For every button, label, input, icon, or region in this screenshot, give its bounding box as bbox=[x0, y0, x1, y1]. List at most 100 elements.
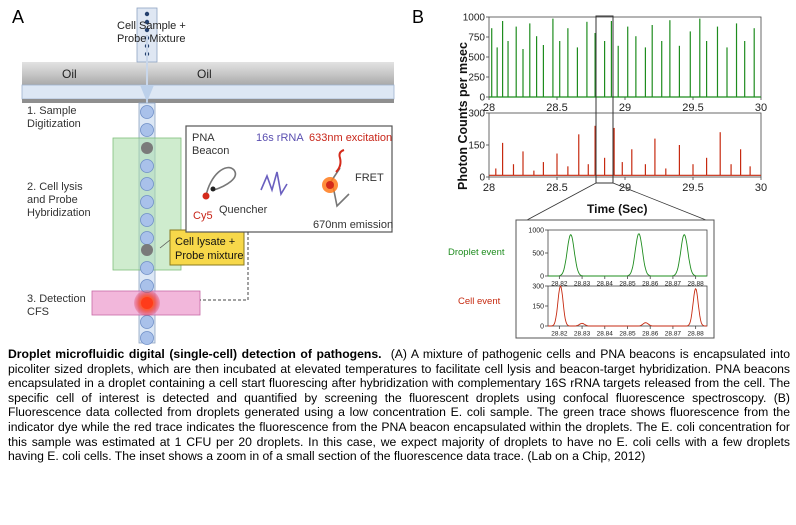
y-tick-label: 0 bbox=[479, 173, 485, 184]
droplet bbox=[140, 105, 154, 119]
x-tick-label: 28.85 bbox=[619, 331, 636, 338]
droplet bbox=[140, 315, 154, 329]
x-tick-label: 30 bbox=[755, 182, 767, 194]
y-tick-label: 0 bbox=[479, 93, 485, 104]
y-tick-label: 300 bbox=[532, 283, 544, 290]
oil-channel-top bbox=[22, 62, 394, 85]
x-tick-label: 28.82 bbox=[551, 281, 568, 288]
x-tick-label: 29 bbox=[619, 102, 631, 114]
rrna-icon bbox=[260, 171, 288, 197]
plot-frame bbox=[547, 285, 708, 327]
x-tick-label: 28.85 bbox=[619, 281, 636, 288]
lysate-label-1: Cell lysate + bbox=[175, 236, 235, 248]
cell-event-chart: 0 150 300 28.82 28.83 28.84 28.85 28.86 28.87 28.… bbox=[532, 283, 708, 338]
droplet bbox=[140, 213, 154, 227]
x-tick-label: 29.5 bbox=[682, 102, 703, 114]
x-tick-label: 28.87 bbox=[665, 281, 682, 288]
oil-channel bbox=[21, 84, 395, 100]
inlet-particle bbox=[144, 11, 150, 17]
series-trace bbox=[548, 285, 707, 327]
step2-label-2: and Probe bbox=[27, 194, 78, 206]
step1-label-1: 1. Sample bbox=[27, 105, 77, 117]
oil-label-left: Oil bbox=[62, 67, 77, 81]
x-tick-label: 28.84 bbox=[597, 331, 614, 338]
droplet bbox=[140, 261, 154, 275]
droplet bbox=[140, 331, 154, 345]
green-trace-chart: 0 250 500 750 1000 28 28.5 29 29.5 30 bbox=[463, 13, 767, 115]
y-tick-label: 0 bbox=[540, 323, 544, 330]
x-tick-label: 28.82 bbox=[551, 331, 568, 338]
zoom-selection-box bbox=[595, 15, 614, 184]
droplet bbox=[140, 231, 154, 245]
plot-frame bbox=[488, 16, 762, 98]
oil-label-right: Oil bbox=[197, 67, 212, 81]
cell-sample-label-2: Probe Mixture bbox=[117, 33, 185, 45]
caption-title: Droplet microfluidic digital (single-cel… bbox=[8, 347, 382, 361]
zoom-line-right bbox=[612, 182, 707, 221]
y-tick-label: 150 bbox=[468, 141, 485, 152]
x-tick-label: 28.83 bbox=[574, 281, 591, 288]
pna-label-1: PNA bbox=[192, 132, 215, 144]
step3-label-2: CFS bbox=[27, 306, 49, 318]
x-tick-label: 30 bbox=[755, 102, 767, 114]
nozzle bbox=[140, 85, 154, 102]
cell-sample-label-1: Cell Sample + bbox=[117, 20, 186, 32]
droplets bbox=[140, 105, 154, 345]
x-tick-label: 28.87 bbox=[665, 331, 682, 338]
droplet bbox=[140, 177, 154, 191]
x-tick-label: 28.88 bbox=[688, 281, 705, 288]
figure-canvas: Cell Sample + Probe Mixture Oil Oil 1. S… bbox=[21, 7, 767, 345]
pna-beacon-icon bbox=[202, 166, 237, 200]
droplet-event-label: Droplet event bbox=[448, 247, 505, 258]
cy5-label: Cy5 bbox=[193, 210, 213, 222]
rrna-label: 16s rRNA bbox=[256, 132, 304, 144]
lysate-label-2: Probe mixture bbox=[175, 250, 243, 262]
detection-burst-icon bbox=[134, 290, 160, 316]
x-tick-label: 28 bbox=[483, 102, 495, 114]
figure-caption: Droplet microfluidic digital (single-cel… bbox=[8, 347, 790, 464]
quencher-label: Quencher bbox=[219, 204, 268, 216]
droplet bbox=[140, 195, 154, 209]
inlet-particle bbox=[144, 27, 150, 33]
series-trace bbox=[548, 233, 707, 277]
y-tick-label: 500 bbox=[468, 53, 485, 64]
panel-b-letter: B bbox=[412, 7, 425, 27]
inlet-particle bbox=[144, 19, 150, 25]
y-tick-label: 300 bbox=[468, 109, 485, 120]
x-tick-label: 28.86 bbox=[642, 281, 659, 288]
y-tick-label: 1000 bbox=[463, 13, 486, 24]
x-tick-label: 28.88 bbox=[688, 331, 705, 338]
droplet bbox=[140, 123, 154, 137]
y-tick-label: 0 bbox=[540, 273, 544, 280]
x-tick-label: 28.84 bbox=[597, 281, 614, 288]
fret-label: FRET bbox=[355, 172, 384, 184]
x-tick-label: 28.5 bbox=[546, 102, 567, 114]
droplet bbox=[140, 159, 154, 173]
y-tick-label: 250 bbox=[468, 73, 485, 84]
mechanism-inset bbox=[185, 125, 393, 233]
x-tick-label: 28.83 bbox=[574, 331, 591, 338]
x-tick-label: 28.86 bbox=[642, 331, 659, 338]
step1-label-2: Digitization bbox=[27, 118, 81, 130]
step3-label-1: 3. Detection bbox=[27, 293, 86, 305]
oil-channel-edge bbox=[22, 99, 394, 103]
x-tick-label: 29.5 bbox=[682, 182, 703, 194]
panel-a: Cell Sample + Probe Mixture Oil Oil 1. S… bbox=[21, 7, 395, 345]
cell-droplet bbox=[141, 142, 153, 256]
step2-label-1: 2. Cell lysis bbox=[27, 181, 83, 193]
excitation-label: 633nm excitation bbox=[309, 132, 392, 144]
pna-label-2: Beacon bbox=[192, 145, 229, 157]
emission-label: 670nm emission bbox=[313, 219, 393, 231]
panel-b-ylabel: Photon Counts per msec bbox=[456, 42, 470, 190]
panel-b-xlabel: Time (Sec) bbox=[587, 202, 647, 216]
x-tick-label: 28 bbox=[483, 182, 495, 194]
hybridized-beacon-icon bbox=[322, 149, 350, 208]
panel-a-letter: A bbox=[12, 7, 25, 27]
caption-body: (A) A mixture of pathogenic cells and PN… bbox=[8, 347, 791, 464]
y-tick-label: 500 bbox=[532, 250, 544, 257]
inset-connector bbox=[200, 232, 249, 301]
step2-label-3: Hybridization bbox=[27, 207, 91, 219]
y-tick-label: 750 bbox=[468, 33, 485, 44]
droplet-event-chart: 0 500 1000 28.82 28.83 28.84 28.85 28.86 28.87 28… bbox=[528, 227, 708, 288]
